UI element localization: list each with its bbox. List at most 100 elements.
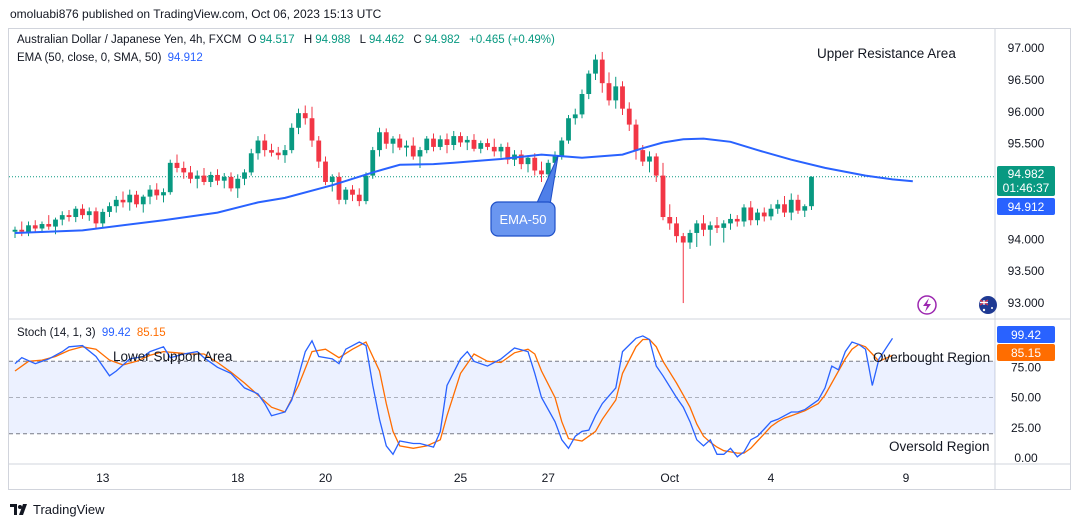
candle <box>80 204 85 219</box>
candle-body <box>552 156 558 163</box>
time-tick-label: 27 <box>542 471 556 485</box>
candle-body <box>674 223 679 237</box>
ema-tag-value: 94.912 <box>1008 200 1045 214</box>
candle-body <box>782 204 787 213</box>
candle <box>120 191 126 208</box>
price-tick-label: 95.500 <box>1008 137 1045 151</box>
stoch-tick-label: 0.00 <box>1014 451 1038 465</box>
candle <box>694 220 700 247</box>
candle <box>667 204 673 230</box>
candle-body <box>100 211 106 224</box>
candle <box>755 208 760 226</box>
candle <box>404 140 409 157</box>
candle <box>734 215 740 227</box>
time-axis[interactable]: 13 18 20 25 27 Oct 4 9 <box>96 471 910 485</box>
candle-body <box>80 208 85 216</box>
candle-body <box>66 215 72 218</box>
candle <box>464 136 470 151</box>
candle <box>383 128 389 149</box>
candle-body <box>282 150 288 156</box>
time-tick-label: 18 <box>231 471 245 485</box>
candle-body <box>694 223 700 233</box>
candle-body <box>795 199 801 211</box>
candle <box>46 215 52 230</box>
candle-body <box>262 140 268 151</box>
candle-body <box>761 212 767 217</box>
lightning-icon[interactable] <box>917 295 937 315</box>
stoch-legend[interactable]: Stoch (14, 1, 3) 99.42 85.15 <box>17 327 169 339</box>
stoch-d-legend-value: 85.15 <box>136 327 166 339</box>
candle-body <box>154 189 160 196</box>
candle <box>316 136 322 168</box>
ema-callout[interactable]: EMA-50 <box>490 155 559 237</box>
candle <box>451 130 457 151</box>
candle-body <box>491 146 497 152</box>
candle-body <box>431 138 436 147</box>
candle-body <box>606 83 612 101</box>
close-value: C 94.982 <box>413 34 460 46</box>
candle <box>714 217 720 233</box>
stoch-axis[interactable]: 75.00 50.00 25.00 0.00 <box>1011 360 1041 465</box>
candle-body <box>296 113 301 128</box>
candle <box>242 169 247 186</box>
stoch-d-tag-value: 85.15 <box>1011 346 1041 360</box>
candle <box>350 185 355 202</box>
ema-legend[interactable]: EMA (50, close, 0, SMA, 50) 94.912 <box>17 52 206 64</box>
australia-flag-icon[interactable] <box>979 296 997 314</box>
candle <box>586 70 592 100</box>
candle-body <box>701 223 706 230</box>
candle-body <box>680 236 686 243</box>
candle <box>491 138 497 157</box>
candle <box>248 148 254 176</box>
overbought-label: Overbought Region <box>873 350 990 365</box>
candle <box>701 215 706 237</box>
candle <box>788 193 794 221</box>
candle-body <box>721 223 727 228</box>
candle-body <box>188 172 193 179</box>
candle-body <box>788 199 794 213</box>
candle-body <box>208 174 214 182</box>
chart-canvas[interactable]: 97.000 96.500 96.000 95.500 94.000 93.500 93.0… <box>9 29 1070 489</box>
candle <box>255 136 261 160</box>
candle-body <box>404 145 409 148</box>
symbol-legend[interactable]: Australian Dollar / Japanese Yen, 4h, FX… <box>17 34 558 46</box>
candle-body <box>532 157 538 171</box>
tradingview-logo-icon <box>10 504 27 515</box>
candle-body <box>755 212 760 221</box>
candle-body <box>397 138 403 148</box>
candle-body <box>775 204 781 209</box>
candle-body <box>356 194 362 202</box>
candle <box>228 172 234 192</box>
candle <box>390 136 396 154</box>
candle-body <box>235 178 241 189</box>
candle-body <box>647 156 652 162</box>
ema-callout-box <box>490 201 556 237</box>
candle <box>262 134 268 157</box>
candle <box>613 76 619 109</box>
candle <box>154 183 160 200</box>
candle-body <box>653 156 659 176</box>
candle-body <box>626 108 632 125</box>
chart-frame[interactable]: 97.000 96.500 96.000 95.500 94.000 93.500 93.0… <box>8 28 1071 490</box>
candle <box>221 173 227 189</box>
oversold-label: Oversold Region <box>889 439 990 454</box>
candle-body <box>620 86 625 109</box>
candle <box>424 136 430 154</box>
candle <box>66 210 72 222</box>
footer-brand[interactable]: TradingView <box>10 502 105 517</box>
candle <box>498 143 504 158</box>
candle <box>431 133 436 152</box>
candle <box>323 156 328 186</box>
candle <box>356 188 362 207</box>
candle <box>167 159 173 195</box>
stoch-legend-label[interactable]: Stoch (14, 1, 3) <box>17 327 96 339</box>
price-tick-label: 96.000 <box>1008 105 1045 119</box>
candle-body <box>728 218 733 224</box>
candle <box>201 167 207 186</box>
ema-legend-label[interactable]: EMA (50, close, 0, SMA, 50) <box>17 52 162 64</box>
candle-body <box>640 150 646 162</box>
price-axis[interactable]: 97.000 96.500 96.000 95.500 94.000 93.500 93.0… <box>1008 41 1045 310</box>
symbol-name[interactable]: Australian Dollar / Japanese Yen, 4h, FX… <box>17 34 242 46</box>
candle-body <box>309 118 315 141</box>
open-value: O 94.517 <box>247 34 295 46</box>
